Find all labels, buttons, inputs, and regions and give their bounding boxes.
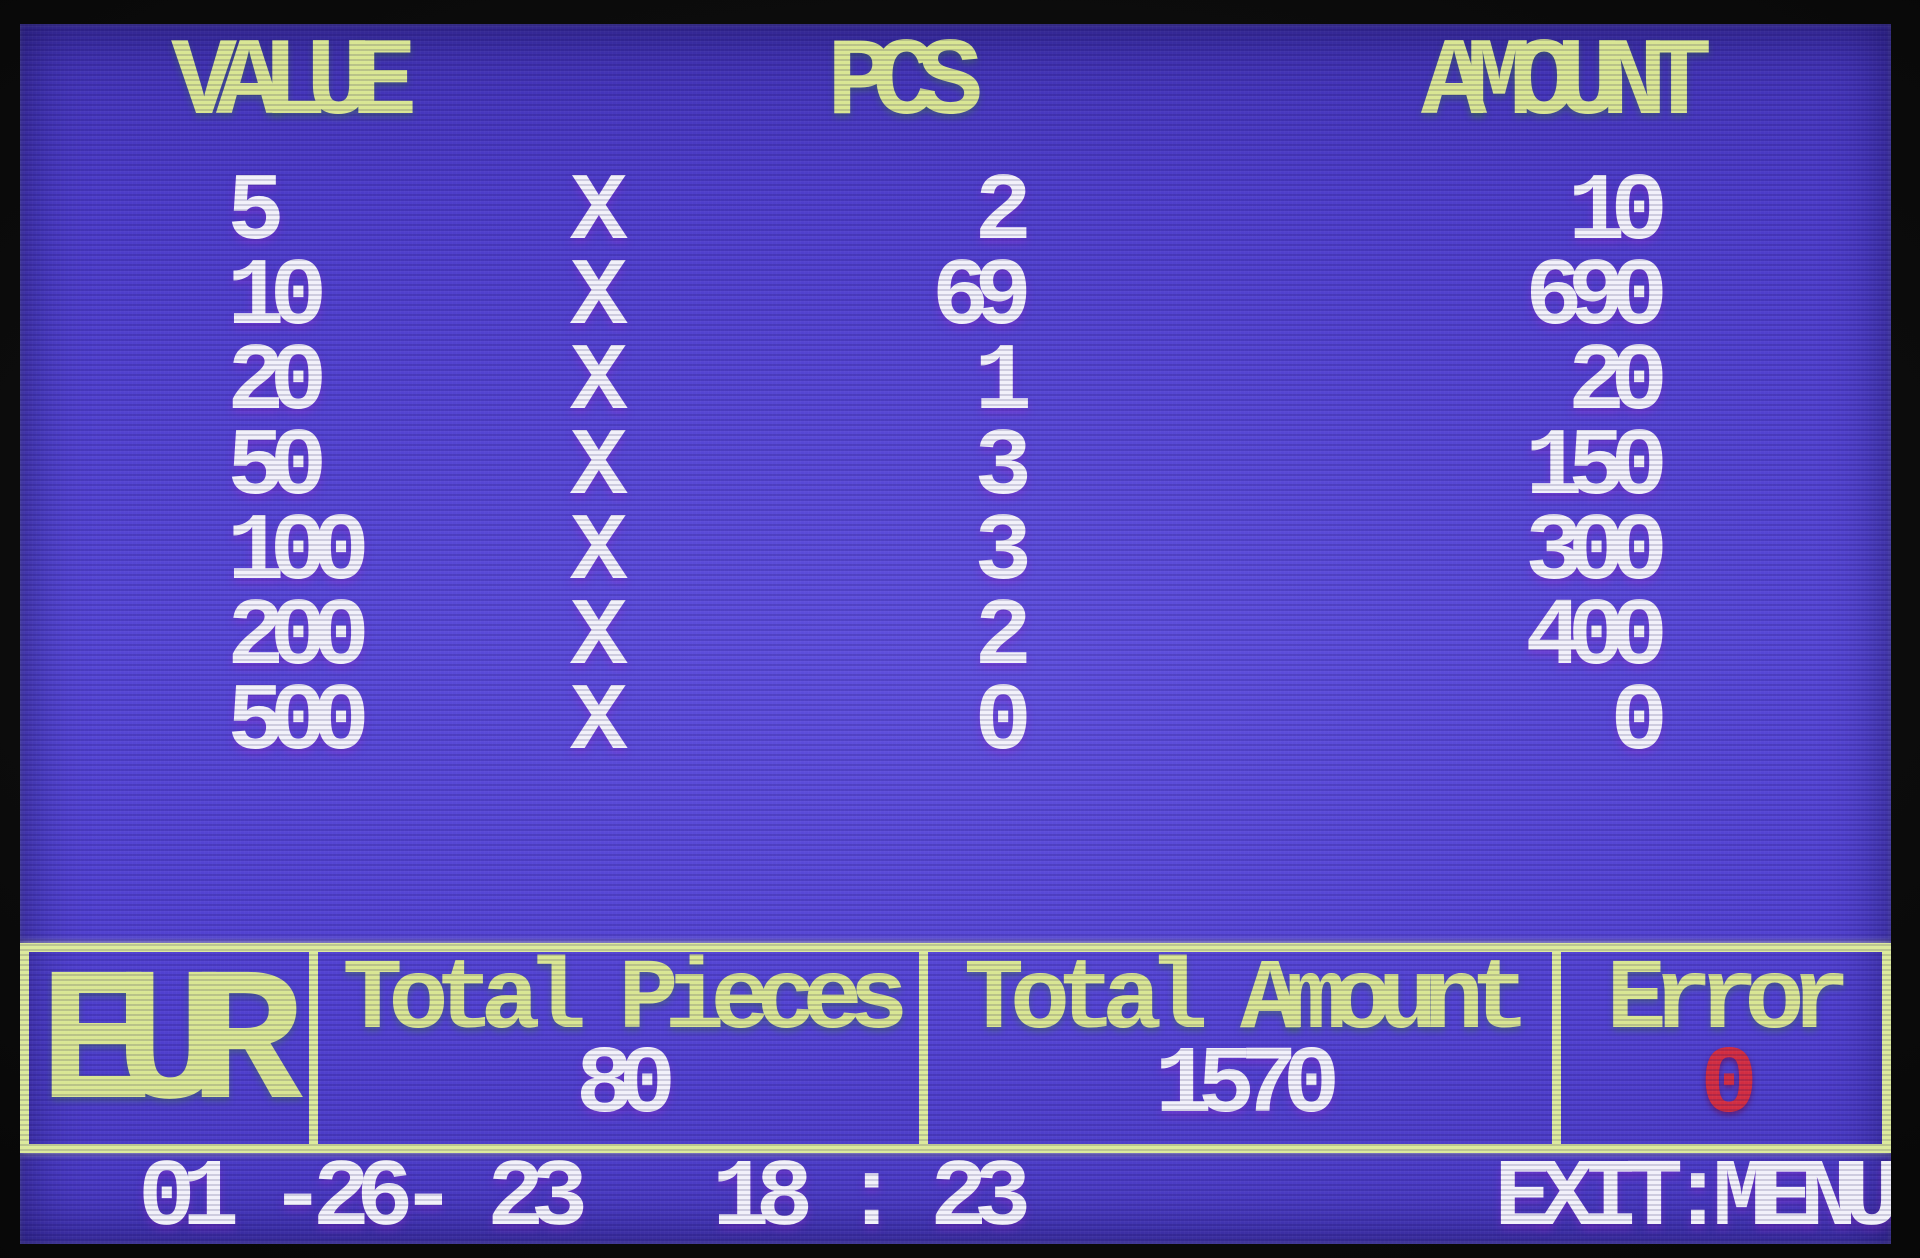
pieces-count: 0 <box>974 668 1031 777</box>
denomination-value: 200 <box>227 583 370 692</box>
table-header-pcs: PCS <box>827 24 983 147</box>
total-pieces-value: 80 <box>575 1031 676 1140</box>
lcd-screen: VALUE PCS AMOUNT 5 X 2 10 10 X 69 690 20… <box>20 24 1891 1244</box>
denomination-value: 500 <box>227 668 370 777</box>
amount-value: 150 <box>1525 413 1668 522</box>
total-amount-value: 1570 <box>1154 1031 1340 1140</box>
total-amount-box: Total Amount 1570 <box>928 952 1561 1144</box>
total-amount-label: Total Amount <box>963 945 1530 1058</box>
denomination-row: 200 X 2 400 <box>20 583 1891 692</box>
error-label: Error <box>1606 945 1850 1058</box>
denomination-row: 50 X 3 150 <box>20 413 1891 522</box>
denomination-value: 10 <box>227 243 327 352</box>
status-bar: 01 -26- 23 18 : 23 EXIT:MENU <box>20 1144 1891 1245</box>
denomination-row: 100 X 3 300 <box>20 498 1891 607</box>
amount-value: 300 <box>1525 498 1668 607</box>
denomination-row: 10 X 69 690 <box>20 243 1891 352</box>
summary-panel: EUR Total Pieces 80 Total Amount 1570 Er… <box>20 943 1891 1153</box>
currency-label: EUR <box>39 940 303 1155</box>
denomination-value: 100 <box>227 498 370 607</box>
error-box: Error 0 <box>1561 952 1891 1144</box>
denomination-row: 5 X 2 10 <box>20 158 1891 267</box>
denomination-row: 500 X 0 0 <box>20 668 1891 777</box>
amount-value: 690 <box>1525 243 1668 352</box>
time-text: 18 : 23 <box>712 1144 1031 1245</box>
pieces-count: 69 <box>931 243 1032 352</box>
currency-box: EUR <box>20 952 318 1144</box>
exit-menu-hint: EXIT:MENU <box>1494 1144 1891 1245</box>
amount-value: 10 <box>1567 158 1668 267</box>
denomination-row: 20 X 1 20 <box>20 328 1891 437</box>
amount-value: 400 <box>1525 583 1668 692</box>
table-header-amount: AMOUNT <box>1421 24 1712 147</box>
denomination-value: 20 <box>227 328 327 437</box>
date-text: 01 -26- 23 <box>138 1144 588 1245</box>
total-pieces-box: Total Pieces 80 <box>318 952 928 1144</box>
amount-value: 0 <box>1610 668 1667 777</box>
table-header-row: VALUE PCS AMOUNT <box>20 30 1891 142</box>
denomination-table: 5 X 2 10 10 X 69 690 20 X 1 20 50 X 3 15… <box>20 158 1891 777</box>
amount-value: 20 <box>1567 328 1668 437</box>
table-header-value: VALUE <box>171 24 417 147</box>
multiplier-x: X <box>570 668 627 777</box>
total-pieces-label: Total Pieces <box>342 945 908 1058</box>
denomination-value: 50 <box>227 413 327 522</box>
error-value: 0 <box>1700 1031 1757 1140</box>
